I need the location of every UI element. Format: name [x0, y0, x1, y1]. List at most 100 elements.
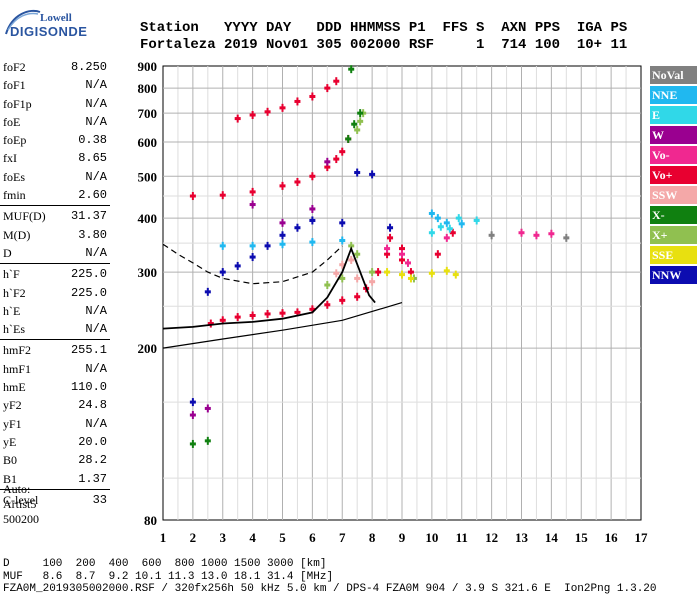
param-value: 225.0: [70, 285, 107, 300]
echo-trace: [326, 84, 329, 93]
auto-label: Auto:: [3, 482, 31, 496]
echo-trace: [356, 250, 359, 259]
y-tick-label: 300: [138, 265, 158, 280]
x-tick-label: 9: [399, 530, 406, 545]
echo-trace: [565, 233, 568, 242]
param-value: 31.37: [70, 209, 107, 224]
x-tick-label: 8: [369, 530, 376, 545]
echo-trace: [251, 241, 254, 250]
echo-trace: [350, 65, 353, 74]
param-label: D: [3, 245, 12, 260]
logo-text-lowell: Lowell: [40, 12, 72, 24]
echo-trace: [445, 218, 448, 227]
param-row: M(D) 3.80: [0, 226, 110, 244]
echo-trace: [251, 111, 254, 120]
echo-trace: [535, 231, 538, 240]
echo-trace: [430, 228, 433, 237]
echo-trace: [490, 231, 493, 240]
echo-trace: [191, 439, 194, 448]
echo-trace: [251, 253, 254, 262]
echo-trace: [401, 270, 403, 279]
echo-trace: [436, 214, 439, 223]
echo-trace: [191, 411, 194, 420]
echo-trace: [236, 313, 239, 322]
param-row: yE 20.0: [0, 433, 110, 451]
param-label: foF1p: [3, 96, 32, 111]
param-value: 3.80: [78, 227, 107, 242]
x-tick-label: 10: [425, 530, 438, 545]
param-label: foE: [3, 114, 21, 129]
echo-trace: [266, 309, 269, 318]
param-value: N/A: [85, 78, 107, 93]
echo-trace: [401, 250, 403, 259]
echo-trace: [236, 261, 239, 270]
station-header: Station YYYY DAY DDD HHMMSS P1 FFS S AXN…: [140, 20, 627, 54]
echo-trace: [356, 292, 359, 301]
param-value: N/A: [85, 96, 107, 111]
echo-trace: [406, 258, 409, 267]
echo-trace: [451, 228, 454, 237]
param-row: hmE 110.0: [0, 378, 110, 396]
echo-trace: [326, 163, 329, 172]
param-row: h`F2 225.0: [0, 284, 110, 302]
legend-item: Vo-: [650, 146, 697, 164]
param-label: foEp: [3, 133, 27, 148]
digisonde-logo: Lowell DIGISONDE: [2, 4, 87, 39]
param-row: h`E N/A: [0, 302, 110, 320]
param-value: N/A: [85, 245, 107, 260]
logo-text-digisonde: DIGISONDE: [10, 24, 88, 39]
echo-trace: [371, 170, 374, 179]
echo-trace: [550, 229, 553, 238]
footer-info: D 100 200 400 600 800 1000 1500 3000 [km…: [3, 558, 657, 596]
param-row: B0 28.2: [0, 451, 110, 469]
param-value: 24.8: [78, 398, 107, 413]
polarization-legend: NoVal NNE E W Vo- Vo+ SSW X- X+ SSE NNW: [650, 66, 697, 286]
param-value: 2.60: [78, 188, 107, 203]
param-row: yF1 N/A: [0, 415, 110, 433]
param-label: B0: [3, 453, 18, 468]
echo-trace: [386, 250, 389, 259]
param-row: yF2 24.8: [0, 396, 110, 414]
echo-trace: [457, 214, 460, 223]
echo-trace: [356, 125, 359, 134]
echo-trace: [436, 250, 439, 259]
param-value: N/A: [85, 322, 107, 337]
echo-trace: [296, 97, 299, 106]
param-row: C-level 33: [0, 491, 110, 509]
echo-trace: [266, 107, 269, 116]
echo-trace: [221, 316, 224, 325]
param-value: N/A: [85, 114, 107, 129]
legend-item: NNW: [650, 266, 697, 284]
echo-trace: [266, 241, 269, 250]
echo-trace: [326, 157, 329, 166]
echo-trace: [356, 274, 359, 283]
x-tick-label: 5: [279, 530, 286, 545]
x-tick-label: 13: [515, 530, 529, 545]
echo-trace: [281, 309, 284, 318]
echo-trace: [281, 103, 284, 112]
header-columns: Station YYYY DAY DDD HHMMSS P1 FFS S AXN…: [140, 20, 628, 36]
echo-trace: [281, 218, 284, 227]
echo-trace: [386, 244, 389, 253]
legend-item: NoVal: [650, 66, 697, 84]
echo-trace: [191, 192, 194, 201]
echo-trace: [448, 224, 451, 233]
param-label: fmin: [3, 188, 26, 203]
legend-item: SSE: [650, 246, 697, 264]
param-value: 110.0: [70, 380, 107, 395]
param-label: M(D): [3, 227, 31, 242]
lowell-swoosh-icon: [5, 9, 41, 35]
param-row: foF1 N/A: [0, 76, 110, 94]
x-tick-label: 12: [485, 530, 498, 545]
param-row: fxI 8.65: [0, 149, 110, 167]
y-tick-label: 400: [138, 211, 158, 226]
legend-item: SSW: [650, 186, 697, 204]
echo-trace: [206, 287, 209, 296]
echo-trace: [430, 269, 433, 278]
echo-trace: [206, 404, 209, 413]
param-label: foEs: [3, 169, 25, 184]
footer-muf-row: MUF 8.6 8.7 9.2 10.1 11.3 13.0 18.1 31.4…: [3, 570, 334, 583]
echo-trace: [359, 109, 362, 118]
echo-trace: [191, 398, 194, 407]
